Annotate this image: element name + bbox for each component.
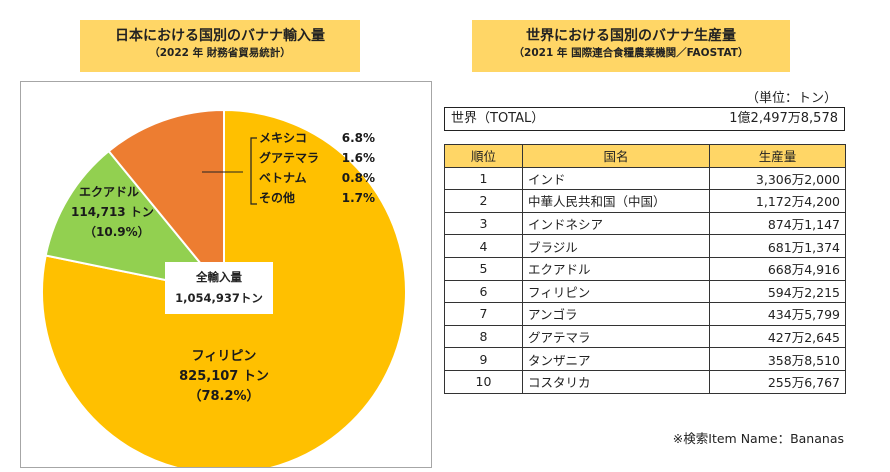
table-row: 6 フィリピン 594万2,215	[444, 279, 846, 304]
philippines-name-label: フィリピン	[192, 349, 257, 364]
country-cell: フィリピン	[522, 279, 710, 304]
production-cell: 3,306万2,000	[709, 166, 846, 191]
pie-chart: エクアドル 114,713 トン （10.9%） メキシコ 6.8% グアテマラ 1.…	[41, 108, 407, 467]
rank-cell: 5	[444, 256, 523, 281]
world-total-label: 世界（TOTAL）	[451, 111, 545, 126]
import-chart-title-box: 日本における国別のバナナ輸入量 （2022 年 財務省貿易統計）	[80, 20, 360, 72]
production-cell: 668万4,916	[709, 256, 846, 281]
callout-bracket	[250, 137, 257, 205]
rank-cell: 9	[444, 347, 523, 371]
country-cell: エクアドル	[522, 256, 710, 281]
table-row: 2 中華人民共和国（中国） 1,172万4,200	[444, 189, 846, 213]
header-rank: 順位	[444, 144, 523, 168]
country-cell: 中華人民共和国（中国）	[522, 189, 710, 213]
header-production: 生産量	[709, 144, 846, 168]
breakdown-country-label: その他	[259, 190, 295, 205]
source-note: ※検索Item Name：Bananas	[672, 431, 844, 446]
breakdown-country-label: ベトナム	[259, 171, 307, 185]
table-row: 5 エクアドル 668万4,916	[444, 256, 846, 281]
rank-cell: 1	[444, 166, 523, 191]
ecuador-name-label: エクアドル	[79, 185, 139, 199]
breakdown-pct-label: 0.8%	[342, 171, 375, 185]
production-title: 世界における国別のバナナ生産量	[526, 28, 736, 44]
production-cell: 1,172万4,200	[709, 189, 846, 213]
production-cell: 681万1,374	[709, 234, 846, 258]
production-cell: 358万8,510	[709, 347, 846, 371]
rank-cell: 10	[444, 369, 523, 394]
total-import-value: 1,054,937トン	[175, 291, 263, 305]
table-row: 9 タンザニア 358万8,510	[444, 347, 846, 371]
breakdown-pct-label: 6.8%	[342, 131, 375, 145]
production-cell: 427万2,645	[709, 324, 846, 349]
production-cell: 434万5,799	[709, 302, 846, 326]
table-row: 7 アンゴラ 434万5,799	[444, 302, 846, 326]
pie-slice	[44, 149, 227, 294]
rank-cell: 6	[444, 279, 523, 304]
rank-cell: 4	[444, 234, 523, 258]
import-chart-title: 日本における国別のバナナ輸入量	[115, 28, 325, 44]
pie-slice	[41, 108, 407, 467]
production-title-box: 世界における国別のバナナ生産量 （2021 年 国際連合食糧農業機関／FAOST…	[472, 20, 790, 72]
production-cell: 594万2,215	[709, 279, 846, 304]
ecuador-pct-label: （10.9%）	[84, 224, 150, 239]
production-cell: 255万6,767	[709, 369, 846, 394]
breakdown-pct-label: 1.7%	[342, 191, 375, 205]
breakdown-pct-label: 1.6%	[342, 151, 375, 165]
rank-cell: 8	[444, 324, 523, 349]
breakdown-country-label: メキシコ	[259, 131, 307, 145]
country-cell: ブラジル	[522, 234, 710, 258]
world-total-box: 世界（TOTAL） 1億2,497万8,578	[444, 107, 845, 131]
country-cell: インド	[522, 166, 710, 191]
header-country: 国名	[522, 144, 710, 168]
rank-cell: 2	[444, 189, 523, 213]
breakdown-country-label: グアテマラ	[259, 150, 319, 165]
table-row: 8 グアテマラ 427万2,645	[444, 324, 846, 349]
pie-slice	[107, 108, 225, 295]
total-import-box: 全輸入量 1,054,937トン	[165, 262, 273, 314]
country-cell: アンゴラ	[522, 302, 710, 326]
country-cell: タンザニア	[522, 347, 710, 371]
world-total-value: 1億2,497万8,578	[729, 111, 838, 126]
table-row: 10 コスタリカ 255万6,767	[444, 369, 846, 394]
table-row: 1 インド 3,306万2,000	[444, 166, 846, 191]
philippines-pct-label: （78.2%）	[188, 388, 259, 404]
total-import-label: 全輸入量	[196, 270, 242, 284]
table-header-row: 順位 国名 生産量	[444, 144, 846, 168]
country-cell: コスタリカ	[522, 369, 710, 394]
pie-chart-frame: エクアドル 114,713 トン （10.9%） メキシコ 6.8% グアテマラ 1.…	[20, 81, 432, 468]
rank-cell: 7	[444, 302, 523, 326]
philippines-amount-label: 825,107 トン	[179, 369, 269, 384]
ecuador-amount-label: 114,713 トン	[71, 205, 154, 219]
production-subtitle: （2021 年 国際連合食糧農業機関／FAOSTAT）	[513, 47, 749, 59]
production-cell: 874万1,147	[709, 211, 846, 236]
import-chart-subtitle: （2022 年 財務省貿易統計）	[149, 47, 291, 59]
country-cell: グアテマラ	[522, 324, 710, 349]
country-cell: インドネシア	[522, 211, 710, 236]
unit-note: （単位：トン）	[746, 91, 838, 106]
production-table: 順位 国名 生産量 1 インド 3,306万2,000 2 中華人民共和国（中国） 1,1…	[444, 144, 846, 394]
table-row: 4 ブラジル 681万1,374	[444, 234, 846, 258]
rank-cell: 3	[444, 211, 523, 236]
others-breakdown: メキシコ 6.8% グアテマラ 1.6% ベトナム 0.8% その他 1.7%	[259, 131, 375, 205]
table-row: 3 インドネシア 874万1,147	[444, 211, 846, 236]
